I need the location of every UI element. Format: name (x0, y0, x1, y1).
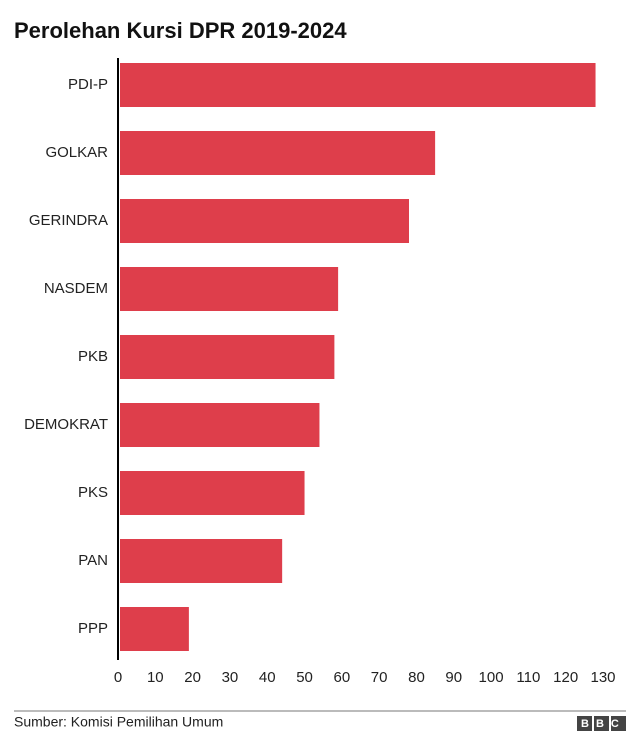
x-tick-label: 60 (334, 669, 351, 686)
x-tick-label: 120 (553, 669, 578, 686)
bar (120, 63, 596, 107)
x-tick-label: 70 (371, 669, 388, 686)
bar (120, 335, 335, 379)
y-tick-label: PDI-P (68, 76, 108, 93)
y-tick-label: PKS (78, 484, 108, 501)
y-tick-label: PPP (78, 620, 108, 637)
x-tick-label: 130 (590, 669, 615, 686)
bar (120, 403, 320, 447)
x-tick-label: 30 (222, 669, 239, 686)
bar (120, 607, 189, 651)
bar (120, 199, 409, 243)
x-tick-label: 10 (147, 669, 164, 686)
x-tick-label: 40 (259, 669, 276, 686)
x-tick-label: 80 (408, 669, 425, 686)
bar (120, 471, 305, 515)
y-tick-label: DEMOKRAT (24, 416, 108, 433)
y-tick-label: NASDEM (44, 280, 108, 297)
x-tick-label: 100 (479, 669, 504, 686)
logo: BBC (581, 718, 626, 730)
x-tick-label: 90 (445, 669, 462, 686)
x-tick-label: 50 (296, 669, 313, 686)
bar (120, 267, 339, 311)
chart-title: Perolehan Kursi DPR 2019-2024 (14, 18, 347, 43)
x-tick-label: 20 (184, 669, 201, 686)
y-tick-label: GOLKAR (45, 144, 108, 161)
x-tick-label: 0 (114, 669, 122, 686)
y-tick-label: PAN (78, 552, 108, 569)
source: Sumber: Komisi Pemilihan Umum (14, 714, 223, 730)
x-tick-label: 110 (516, 669, 540, 686)
bar (120, 539, 283, 583)
y-tick-label: PKB (78, 348, 108, 365)
y-tick-label: GERINDRA (29, 212, 108, 229)
bar (120, 131, 436, 175)
logo-boxes (577, 716, 626, 731)
